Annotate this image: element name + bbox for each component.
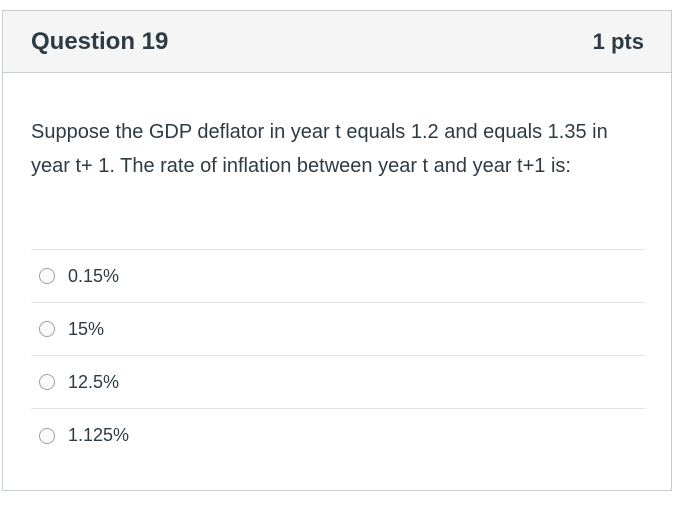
answer-label: 12.5% — [68, 371, 120, 392]
answer-option[interactable]: 0.15% — [31, 250, 645, 303]
radio-button[interactable] — [39, 268, 55, 284]
answer-option[interactable]: 12.5% — [31, 356, 645, 409]
radio-button[interactable] — [39, 427, 55, 444]
radio-button[interactable] — [39, 321, 55, 337]
answer-list: 0.15% 15% 12.5% 1.125% — [31, 249, 645, 462]
answer-label: 15% — [68, 318, 105, 339]
answer-label: 1.125% — [68, 425, 130, 445]
question-text: Suppose the GDP deflator in year t equal… — [31, 121, 608, 177]
question-title: Question 19 — [31, 27, 169, 55]
question-points: 1 pts — [592, 28, 644, 54]
question-header: Question 19 1 pts — [3, 11, 671, 73]
answer-option[interactable]: 15% — [31, 303, 645, 356]
question-card: Question 19 1 pts Suppose the GDP deflat… — [2, 10, 672, 491]
answer-label: 0.15% — [68, 265, 120, 286]
answer-option[interactable]: 1.125% — [31, 409, 645, 462]
radio-button[interactable] — [39, 374, 55, 390]
